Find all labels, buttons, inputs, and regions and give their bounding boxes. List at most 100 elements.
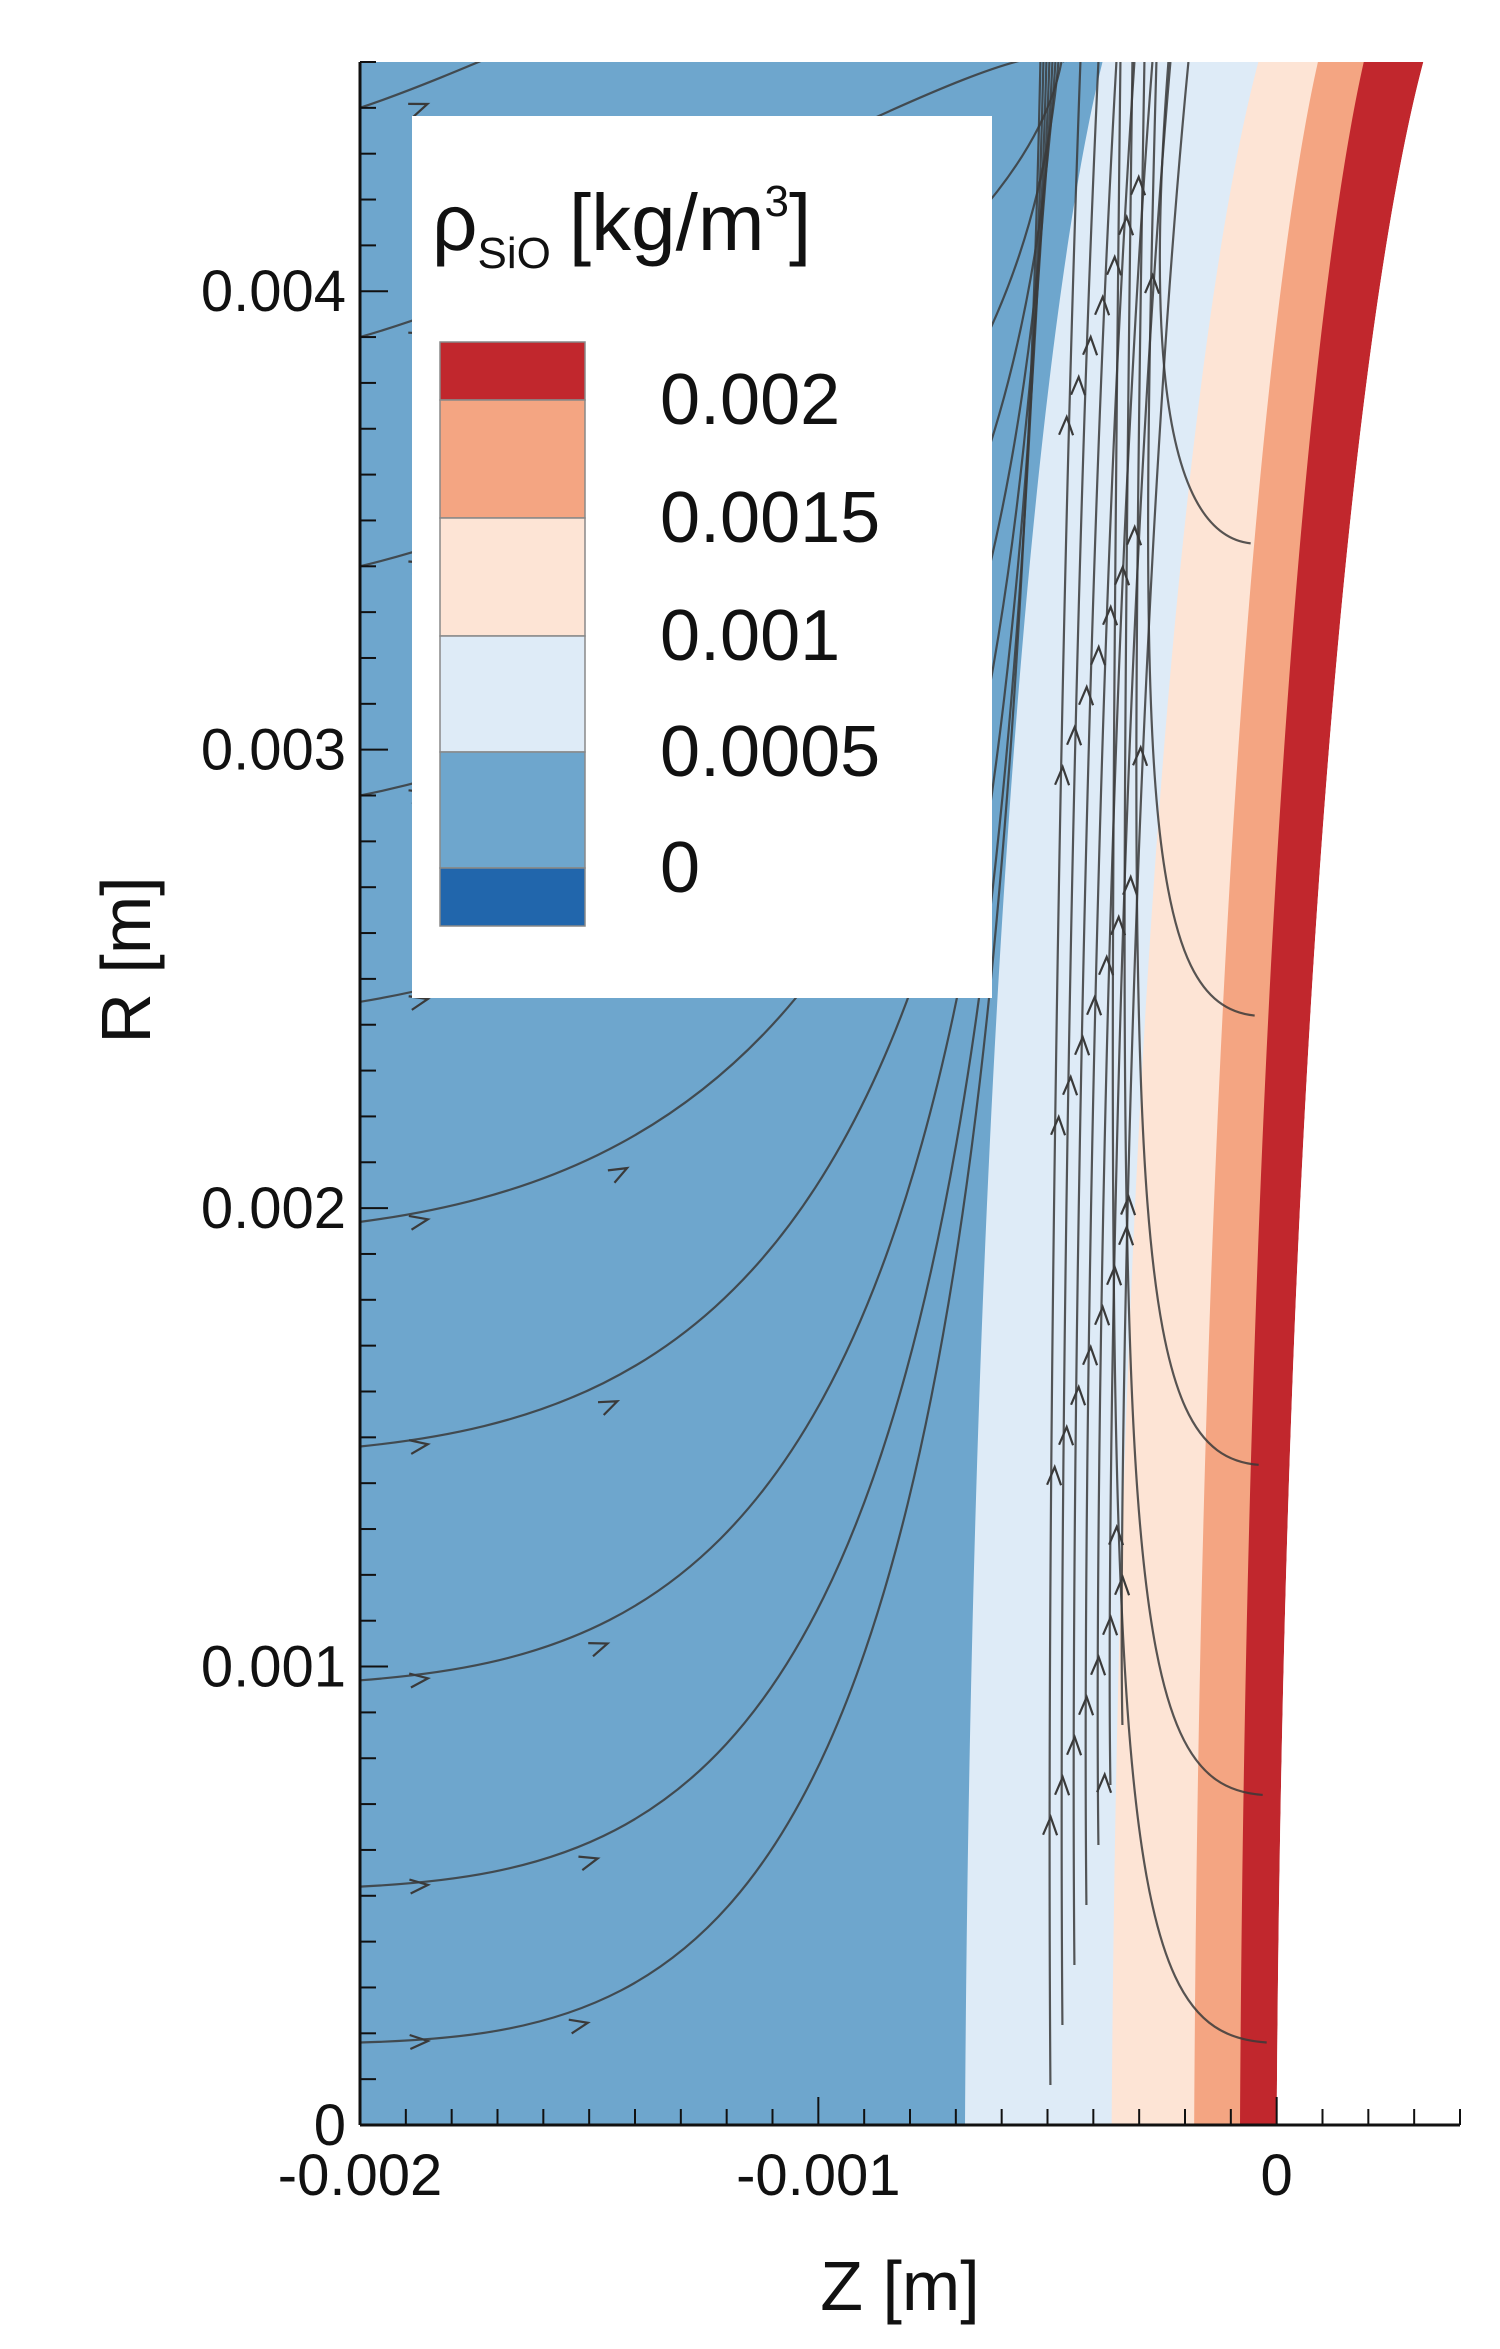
y-tick-label: 0.002 [201,1176,346,1241]
streamline-core-4-arrow-1 [1078,1693,1095,1716]
legend-title-symbol: ρ [432,178,478,267]
streamlines [360,7,1267,2086]
x-axis-title: Z [m] [820,2247,979,2325]
streamline-core-4 [1084,62,1136,1906]
streamline-core-3-arrow-3-head [1074,1033,1091,1056]
streamline-core-3-arrow-2 [1070,1383,1087,1406]
streamline-core-5-arrow-4 [1102,603,1119,626]
legend-label: 0.002 [660,360,840,440]
streamline-core-6-arrow-5-head [1118,213,1135,236]
streamline-left-2 [360,62,1045,1888]
streamline-core-7-arrow-3 [1122,873,1139,896]
streamline-core-5-arrow-2 [1094,1303,1111,1326]
streamline-core-5-arrow-5-head [1106,253,1123,276]
streamline-core-7-arrow-2 [1118,1223,1135,1246]
legend-swatch [439,635,586,753]
legend-title-subscript: SiO [478,229,551,278]
streamline-core-5 [1096,62,1154,1846]
legend-swatches [439,341,586,927]
streamline-left-5-arrow-a-head [408,1214,431,1231]
legend-swatch [439,341,586,401]
streamline-core-7-arrow-4-head [1126,523,1143,546]
streamline-core-6-arrow-2 [1106,1263,1123,1286]
streamline-core-3-arrow-3 [1074,1033,1091,1056]
streamline-left-4-arrow-a-head [408,1439,431,1455]
y-tick-label: 0.001 [201,1635,346,1700]
legend-title: ρSiO [kg/m3] [432,177,811,278]
streamline-core-4-arrow-5 [1094,293,1111,316]
streamline-left-2-arrow-b [578,1855,601,1871]
streamline-core-4-arrow-2-head [1082,1343,1099,1366]
streamline-core-2-arrow-3 [1062,1073,1079,1096]
legend: ρSiO [kg/m3] 0.002 0.0015 0.001 0.0005 0 [412,116,992,998]
streamline-core-1-arrow-4 [1054,763,1071,786]
streamline-core-3-arrow-1-head [1066,1733,1083,1756]
streamline-core-4-arrow-4-head [1090,643,1107,666]
tick-labels: -0.002 -0.001 0 0 0.001 0.002 0.003 0.004 [201,259,1293,2208]
streamline-left-5-arrow-b [607,1166,630,1184]
legend-swatch [439,751,586,869]
streamline-wall-1-arrow-head [1096,1771,1113,1794]
streamline-core-3-arrow-4-head [1078,683,1095,706]
streamline-left-3-arrow-b [588,1642,611,1658]
streamline-left-1-arrow-b-head [568,2018,591,2035]
streamline-left-3 [360,62,1048,1682]
axes [358,61,1461,2127]
x-tick-label: -0.001 [736,2143,900,2208]
streamline-left-10-arrow-a-head [408,102,431,118]
streamline-core-1-arrow-5-head [1058,413,1075,436]
streamline-wall-4-arrow [1132,744,1149,767]
legend-label: 0.001 [660,596,840,676]
streamline-left-10-arrow-b-head [658,7,680,30]
legend-swatch [439,399,586,519]
legend-title-end: ] [789,178,811,267]
streamline-left-5-arrow-b-head [607,1166,630,1184]
streamline-core-4-arrow-3-head [1086,993,1103,1016]
streamline-core-6-arrow-1-head [1102,1613,1119,1636]
streamline-wall-2-arrow-head [1108,1523,1125,1546]
legend-label: 0.0005 [660,712,880,792]
streamline-wall-3 [1135,62,1259,1466]
y-tick-label: 0 [314,2093,346,2158]
streamline-core-6-arrow-3 [1110,913,1127,936]
streamline-left-3-arrow-b-head [588,1642,611,1658]
legend-label: 0.0015 [660,478,880,558]
streamline-core-1-arrow-3-head [1050,1113,1067,1136]
streamline-core-1-arrow-1 [1042,1813,1059,1836]
streamline-core-7-arrow-5 [1130,173,1147,196]
streamline-wall-5-arrow [1144,272,1161,294]
streamline-wall-1-arrow [1096,1771,1113,1794]
streamline-core-2-arrow-2-head [1058,1423,1075,1446]
streamline-wall-5-arrow-head [1144,272,1161,294]
streamline-core-7-arrow-1-head [1114,1573,1131,1596]
streamline-core-3-arrow-2-head [1070,1383,1087,1406]
y-axis-title: R [m] [87,876,165,1043]
streamline-core-7-arrow-2-head [1118,1223,1135,1246]
streamline-core-2-arrow-4 [1066,723,1083,746]
streamline-core-2-arrow-5-head [1070,373,1087,396]
streamline-core-4-arrow-2 [1082,1343,1099,1366]
streamline-left-10-arrow-a [408,102,431,118]
streamline-left-4 [360,62,1051,1448]
streamline-core-5-arrow-3-head [1098,953,1115,976]
streamline-core-5-arrow-3 [1098,953,1115,976]
streamline-core-1-arrow-3 [1050,1113,1067,1136]
streamline-left-1 [360,62,1042,2044]
streamline-wall-2-arrow [1108,1523,1125,1546]
streamline-left-2-arrow-b-head [578,1855,601,1871]
streamline-core-1-arrow-4-head [1054,763,1071,786]
streamline-core-6-arrow-1 [1102,1613,1119,1636]
streamline-left-1-arrow-a [409,2033,432,2050]
y-tick-label: 0.003 [201,718,346,783]
legend-labels: 0.002 0.0015 0.001 0.0005 0 [660,360,880,908]
streamline-left-1-arrow-b [568,2018,591,2035]
streamline-core-7-arrow-4 [1126,523,1143,546]
streamline-core-2-arrow-3-head [1062,1073,1079,1096]
streamline-core-5-arrow-4-head [1102,603,1119,626]
streamline-left-2-arrow-a [409,1878,431,1895]
wall-region [1276,62,1460,2125]
streamline-core-4-arrow-1-head [1078,1693,1095,1716]
streamline-left-2-arrow-a-head [409,1878,431,1895]
x-tick-label: 0 [1261,2143,1293,2208]
